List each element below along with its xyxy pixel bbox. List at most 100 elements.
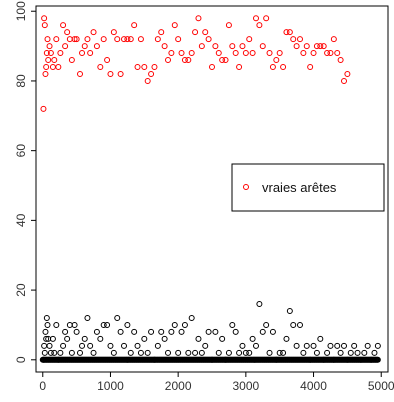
data-point bbox=[320, 43, 327, 50]
data-point bbox=[44, 36, 51, 43]
data-point bbox=[100, 36, 107, 43]
x-tick-label: 4000 bbox=[300, 379, 327, 393]
data-point bbox=[77, 70, 83, 77]
data-point bbox=[330, 356, 337, 363]
data-point bbox=[168, 50, 175, 57]
data-point bbox=[253, 342, 259, 349]
data-point bbox=[57, 50, 64, 57]
data-point bbox=[286, 29, 293, 36]
data-point bbox=[121, 36, 127, 43]
data-point bbox=[161, 43, 168, 50]
data-point bbox=[181, 57, 188, 64]
data-point bbox=[368, 356, 375, 363]
data-point bbox=[297, 321, 303, 328]
data-point bbox=[104, 57, 111, 64]
data-point bbox=[171, 321, 178, 328]
data-point bbox=[44, 321, 51, 328]
data-point bbox=[41, 22, 48, 29]
data-point bbox=[229, 321, 236, 328]
data-point bbox=[330, 36, 337, 43]
data-point bbox=[269, 328, 276, 335]
data-point bbox=[202, 29, 209, 36]
data-point bbox=[263, 321, 270, 328]
data-point bbox=[127, 36, 134, 43]
data-point bbox=[361, 349, 368, 356]
y-tick-label: 40 bbox=[14, 213, 28, 227]
y-tick-label: 20 bbox=[14, 283, 28, 297]
data-point bbox=[327, 342, 334, 349]
data-point bbox=[131, 328, 138, 335]
data-point bbox=[195, 15, 202, 22]
data-point bbox=[181, 321, 188, 328]
series-black-points bbox=[39, 301, 381, 363]
data-point bbox=[225, 22, 232, 29]
data-point bbox=[215, 50, 222, 57]
data-point bbox=[93, 328, 100, 335]
data-point bbox=[273, 356, 280, 363]
data-point bbox=[51, 349, 58, 356]
data-point bbox=[175, 349, 182, 356]
data-point bbox=[212, 328, 219, 335]
data-point bbox=[185, 57, 192, 64]
data-point bbox=[219, 57, 226, 64]
data-point bbox=[110, 349, 117, 356]
data-point bbox=[239, 342, 246, 349]
data-point bbox=[73, 36, 80, 43]
data-point bbox=[290, 36, 297, 43]
data-point bbox=[232, 328, 239, 335]
data-point bbox=[84, 36, 91, 43]
data-point bbox=[236, 349, 243, 356]
x-axis: 0 1000 2000 3000 4000 5000 bbox=[39, 372, 394, 393]
data-point bbox=[41, 349, 48, 356]
x-tick-label: 1000 bbox=[97, 379, 124, 393]
data-point bbox=[41, 15, 48, 22]
data-point bbox=[161, 335, 168, 342]
data-point bbox=[51, 57, 58, 64]
x-tick-label: 2000 bbox=[165, 379, 192, 393]
data-point bbox=[43, 64, 50, 70]
data-point bbox=[55, 356, 62, 363]
data-point bbox=[307, 64, 314, 70]
data-point bbox=[205, 328, 212, 335]
data-point bbox=[198, 349, 205, 356]
data-point bbox=[64, 335, 71, 342]
y-tick-label: 60 bbox=[14, 144, 28, 158]
data-point bbox=[337, 349, 344, 356]
data-point bbox=[188, 50, 195, 57]
data-point bbox=[236, 64, 243, 70]
data-point bbox=[286, 308, 293, 314]
data-point bbox=[90, 29, 97, 36]
data-point bbox=[55, 64, 62, 70]
data-point bbox=[43, 335, 50, 342]
data-point bbox=[87, 342, 94, 349]
data-point bbox=[148, 328, 155, 335]
data-point bbox=[212, 43, 219, 50]
data-point bbox=[290, 321, 297, 328]
data-point bbox=[229, 43, 236, 50]
data-point bbox=[249, 50, 256, 57]
data-point bbox=[84, 314, 91, 321]
data-point bbox=[324, 50, 331, 57]
data-point bbox=[347, 349, 354, 356]
data-point bbox=[303, 342, 310, 349]
data-point bbox=[64, 29, 71, 36]
data-point bbox=[71, 36, 78, 43]
data-point bbox=[40, 356, 47, 363]
data-point bbox=[81, 43, 88, 50]
data-point bbox=[266, 349, 273, 356]
data-point bbox=[374, 356, 381, 363]
data-point bbox=[137, 349, 144, 356]
data-point bbox=[246, 36, 253, 43]
data-point bbox=[357, 356, 364, 363]
data-point bbox=[178, 50, 185, 57]
data-point bbox=[195, 335, 202, 342]
y-tick-label: 80 bbox=[14, 74, 28, 88]
data-point bbox=[90, 349, 97, 356]
data-point bbox=[68, 349, 75, 356]
data-point bbox=[134, 64, 141, 70]
data-point bbox=[246, 349, 253, 356]
data-point bbox=[97, 64, 104, 70]
data-point bbox=[171, 22, 178, 29]
y-tick-label: 0 bbox=[14, 356, 28, 363]
data-point bbox=[97, 335, 104, 342]
